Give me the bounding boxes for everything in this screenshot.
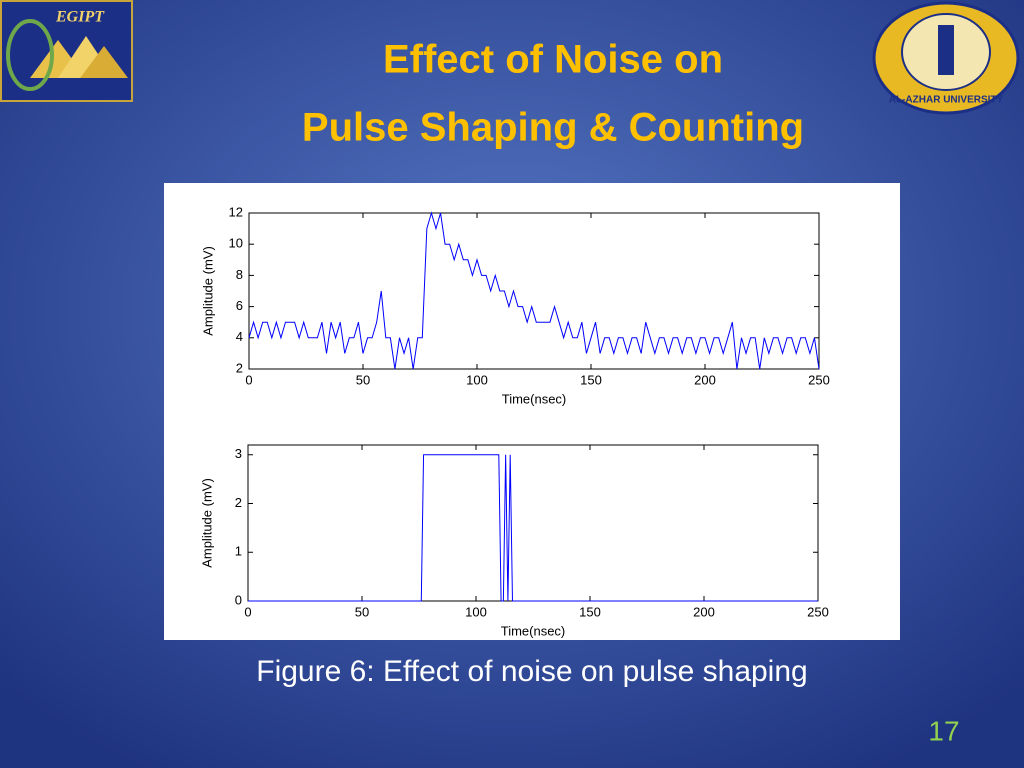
figure-panel	[164, 183, 900, 640]
logo-left: EGIPT	[0, 0, 133, 102]
x-tick-label: 250	[807, 604, 829, 619]
x-tick-label: 200	[693, 604, 715, 619]
y-tick-label: 10	[229, 236, 243, 251]
y-tick-label: 6	[236, 298, 243, 313]
page-number: 17	[928, 715, 959, 746]
x-tick-label: 0	[244, 604, 251, 619]
caption: Figure 6: Effect of noise on pulse shapi…	[256, 655, 807, 688]
x-tick-label: 50	[355, 604, 369, 619]
x-tick-label: 150	[580, 372, 602, 387]
x-tick-label: 250	[808, 372, 830, 387]
y-axis-label: Amplitude (mV)	[199, 478, 214, 568]
data-line	[248, 454, 818, 602]
x-tick-label: 0	[245, 372, 252, 387]
x-axis-label: Time(nsec)	[502, 391, 567, 406]
y-axis-label: Amplitude (mV)	[200, 246, 215, 336]
title: Pulse Shaping & Counting	[302, 106, 804, 150]
x-tick-label: 100	[466, 372, 488, 387]
x-axis-label: Time(nsec)	[501, 623, 566, 638]
axes-frame	[248, 212, 820, 370]
x-tick-label: 50	[356, 372, 370, 387]
x-tick-label: 200	[694, 372, 716, 387]
y-tick-label: 0	[235, 592, 242, 607]
logo-right: AL-AZHAR UNIVERSITY	[872, 1, 1020, 115]
y-tick-label: 8	[236, 267, 243, 282]
logo-text: EGIPT	[55, 9, 105, 26]
y-tick-label: 2	[236, 360, 243, 375]
y-tick-label: 3	[235, 446, 242, 461]
logo-text: AL-AZHAR UNIVERSITY	[889, 95, 1004, 106]
title: Effect of Noise on	[383, 38, 723, 82]
y-tick-label: 4	[236, 329, 243, 344]
y-tick-label: 2	[235, 495, 242, 510]
x-tick-label: 150	[579, 604, 601, 619]
y-tick-label: 12	[229, 204, 243, 219]
y-tick-label: 1	[235, 544, 242, 559]
data-line	[248, 211, 820, 370]
x-tick-label: 100	[465, 604, 487, 619]
